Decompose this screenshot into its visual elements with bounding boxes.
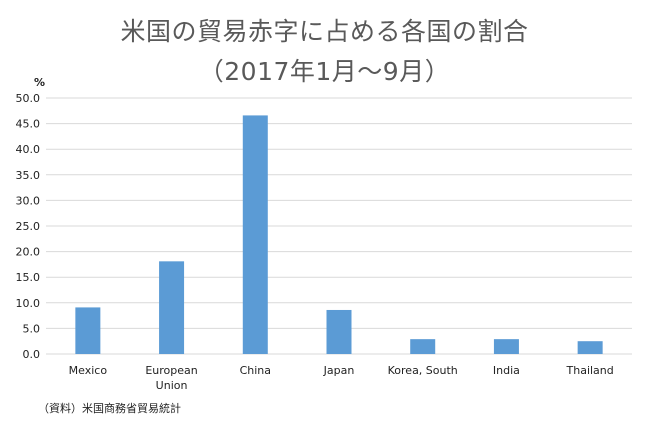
chart-title: 米国の貿易赤字に占める各国の割合 xyxy=(120,17,529,46)
y-tick-label: 0.0 xyxy=(23,348,41,361)
bar xyxy=(159,261,185,354)
x-tick-label: Thailand xyxy=(566,364,614,377)
y-tick-label: 35.0 xyxy=(16,169,41,182)
y-tick-label: 50.0 xyxy=(16,92,41,105)
bar xyxy=(410,339,436,354)
bar xyxy=(326,309,352,354)
x-tick-label: Japan xyxy=(323,364,355,377)
y-tick-label: 20.0 xyxy=(16,246,41,259)
y-axis-ticks: 0.0 5.0 10.0 15.0 20.0 25.0 30.0 35.0 40.0 45.0 50… xyxy=(16,92,41,361)
bar xyxy=(577,341,603,354)
y-tick-label: 45.0 xyxy=(16,118,41,131)
x-tick-label: India xyxy=(493,364,520,377)
bar xyxy=(242,115,268,355)
x-axis-ticks: Mexico European Union China Japan Korea, Sout… xyxy=(69,364,614,392)
x-tick-label: Mexico xyxy=(69,364,108,377)
source-note: （資料）米国商務省貿易統計 xyxy=(38,402,181,415)
y-tick-label: 40.0 xyxy=(16,143,41,156)
y-tick-label: 30.0 xyxy=(16,194,41,207)
chart-subtitle: （2017年1月～9月） xyxy=(198,57,451,86)
bar xyxy=(493,339,519,354)
y-tick-label: 25.0 xyxy=(16,220,41,233)
x-tick-label: China xyxy=(240,364,271,377)
gridlines xyxy=(46,97,632,355)
x-tick-label: European Union xyxy=(145,364,197,392)
y-tick-label: 15.0 xyxy=(16,271,41,284)
y-tick-label: 10.0 xyxy=(16,297,41,310)
x-tick-label: Korea, South xyxy=(388,364,458,377)
y-tick-label: 5.0 xyxy=(23,322,41,335)
bars xyxy=(75,115,603,355)
y-axis-unit-label: % xyxy=(34,76,45,89)
bar xyxy=(75,307,101,354)
